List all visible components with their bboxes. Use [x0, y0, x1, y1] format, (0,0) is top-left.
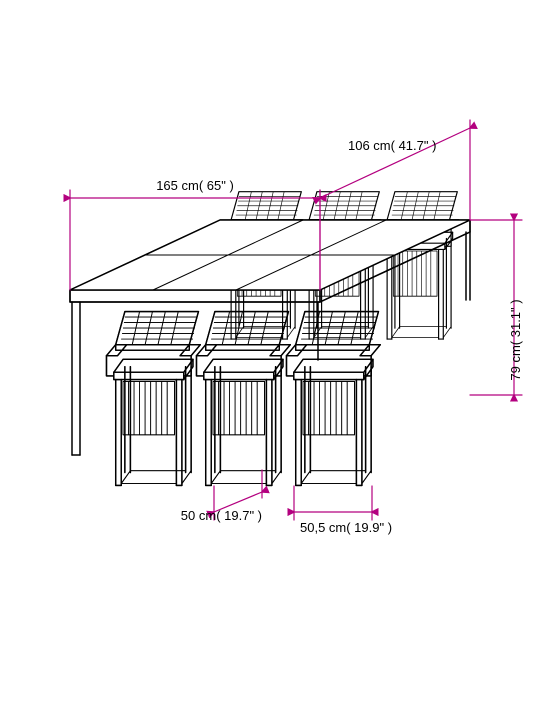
dim-table-width-label: 106 cm( 41.7" )	[348, 138, 436, 153]
furniture-dimension-diagram: 165 cm( 65" ) 106 cm( 41.7" ) 79 cm( 31.…	[0, 0, 540, 720]
dim-chair-width: 50,5 cm( 19.9" )	[294, 486, 392, 535]
dim-chair-width-label: 50,5 cm( 19.9" )	[300, 520, 392, 535]
chair-back-3	[379, 192, 459, 339]
dim-chair-depth-label: 50 cm( 19.7" )	[181, 508, 262, 523]
dim-table-height: 79 cm( 31.1" )	[470, 220, 523, 395]
dimensions: 165 cm( 65" ) 106 cm( 41.7" ) 79 cm( 31.…	[70, 120, 523, 535]
dim-chair-depth: 50 cm( 19.7" )	[181, 470, 262, 523]
dim-table-length-label: 165 cm( 65" )	[156, 178, 234, 193]
dim-table-height-label: 79 cm( 31.1" )	[508, 299, 523, 380]
